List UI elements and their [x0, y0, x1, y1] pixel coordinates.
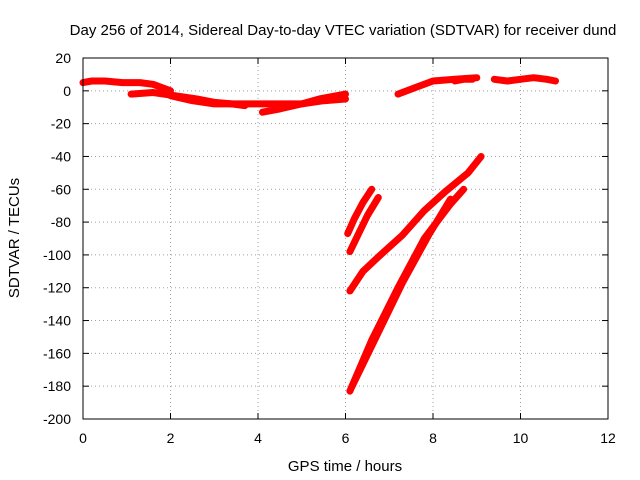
series-line-arc-8 — [344, 185, 376, 238]
y-tick-label: -40 — [51, 148, 71, 164]
y-tick-label: -100 — [43, 247, 71, 263]
x-tick-label: 8 — [429, 430, 437, 446]
y-tick-label: -140 — [43, 313, 71, 329]
y-tick-label: -80 — [51, 214, 71, 230]
y-tick-label: -60 — [51, 181, 71, 197]
y-tick-label: -180 — [43, 378, 71, 394]
x-tick-label: 10 — [513, 430, 529, 446]
series-line-arc-10 — [346, 153, 485, 295]
y-tick-label: 0 — [63, 83, 71, 99]
series-line-arc-4 — [258, 90, 349, 116]
x-tick-label: 2 — [167, 430, 175, 446]
y-tick-label: -160 — [43, 345, 71, 361]
series-line-arc-9 — [346, 194, 382, 256]
x-tick-label: 6 — [342, 430, 350, 446]
series-line-arc-1 — [79, 77, 174, 95]
y-tick-label: -20 — [51, 116, 71, 132]
y-tick-label: -200 — [43, 411, 71, 427]
series-layer — [79, 74, 559, 395]
series-line-arc-6 — [451, 75, 476, 85]
series-line-arc-12 — [348, 195, 454, 390]
x-tick-label: 12 — [600, 430, 616, 446]
y-tick-label: 20 — [55, 50, 71, 66]
x-axis-label: GPS time / hours — [288, 458, 402, 475]
y-axis-label: SDTVAR / TECUs — [6, 178, 23, 298]
series-line-arc-7 — [490, 74, 559, 85]
chart-title: Day 256 of 2014, Sidereal Day-to-day VTE… — [70, 22, 617, 39]
tick-layer: 0 2 4 6 8 10 12 20 0 -20 -40 -60 -80 -100 -120 -140 -160… — [43, 50, 616, 446]
x-tick-label: 4 — [254, 430, 262, 446]
grid-layer — [83, 58, 608, 419]
x-tick-label: 0 — [79, 430, 87, 446]
y-tick-label: -120 — [43, 280, 71, 296]
